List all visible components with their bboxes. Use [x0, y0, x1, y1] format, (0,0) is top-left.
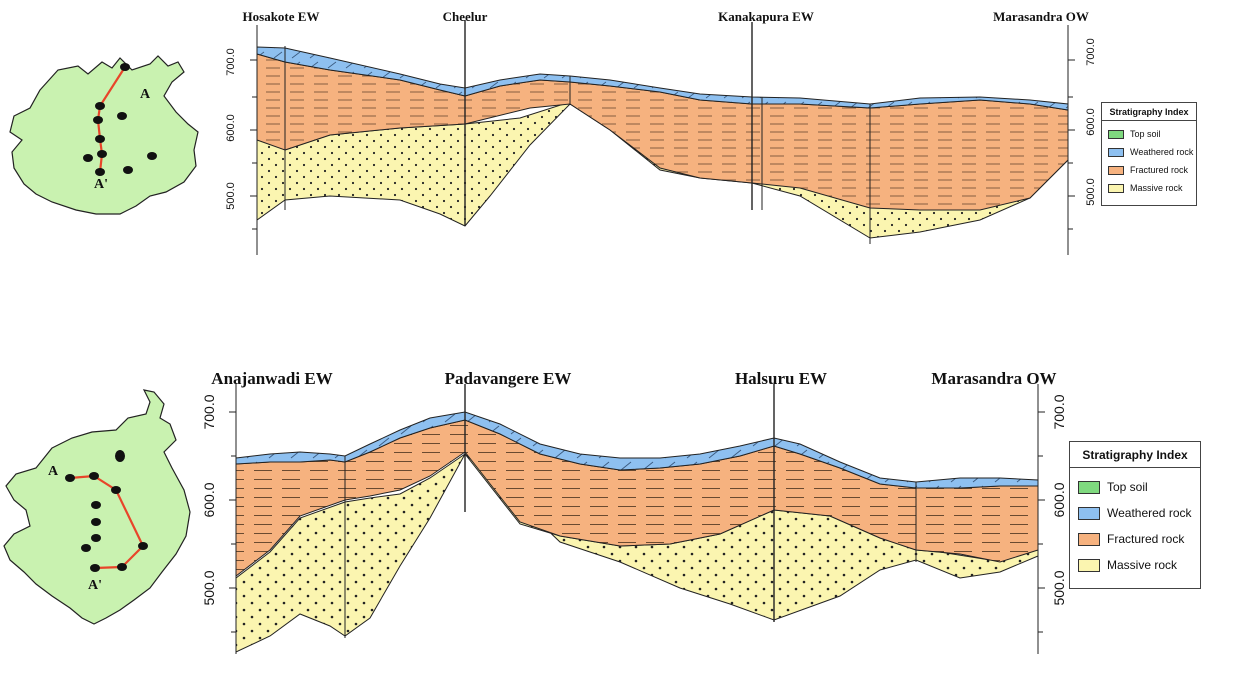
left-tick-700: 700.0	[201, 394, 217, 429]
stratigraphy-legend-bottom: Stratigraphy Index Top soil Weathered ro…	[1069, 441, 1201, 589]
legend-label: Top soil	[1107, 480, 1148, 494]
massive-rock-swatch	[1078, 558, 1100, 572]
legend-item-weathered-rock: Weathered rock	[1078, 500, 1200, 526]
map-label-start: A	[48, 464, 59, 479]
weathered-rock-swatch	[1078, 506, 1100, 520]
well-label-2: Cheelur	[443, 9, 488, 24]
legend-item-top-soil: Top soil	[1108, 125, 1196, 143]
legend-label: Fractured rock	[1130, 165, 1189, 175]
left-tick-700: 700.0	[225, 48, 237, 76]
legend-label: Weathered rock	[1130, 147, 1194, 157]
location-map-bottom: A A'	[3, 389, 191, 625]
cross-section-diagram-top: A A' 700.0 600.0	[9, 9, 1097, 255]
legend-label: Weathered rock	[1107, 506, 1192, 520]
map-label-start: A	[140, 87, 151, 102]
location-map-top: A A'	[9, 55, 199, 215]
section-layers-top	[256, 46, 1069, 239]
left-tick-500: 500.0	[225, 182, 237, 210]
fractured-rock-swatch	[1078, 532, 1100, 546]
legend-items: Top soil Weathered rock Fractured rock M…	[1102, 121, 1196, 197]
legend-item-massive-rock: Massive rock	[1078, 552, 1200, 578]
well-markers	[83, 63, 157, 176]
well-label-1: Hosakote EW	[243, 9, 320, 24]
section-layers-bottom	[235, 411, 1039, 653]
legend-item-weathered-rock: Weathered rock	[1108, 143, 1196, 161]
right-tick-500: 500.0	[1085, 178, 1097, 206]
well-label-3: Kanakapura EW	[718, 9, 814, 24]
cross-section-panel-top: A A' 700.0 600.0	[0, 0, 1247, 300]
legend-item-top-soil: Top soil	[1078, 474, 1200, 500]
well-label-1: Anajanwadi EW	[211, 369, 332, 388]
well-lines-bottom	[344, 384, 917, 638]
cross-section-panel-bottom: A A' 700.0 600.0 500.0	[0, 340, 1247, 675]
right-tick-600: 600.0	[1085, 108, 1097, 136]
left-tick-600: 600.0	[201, 482, 217, 517]
legend-item-fractured-rock: Fractured rock	[1108, 161, 1196, 179]
left-elevation-axis-top: 700.0 600.0 500.0	[225, 25, 258, 255]
well-label-2: Padavangere EW	[445, 369, 572, 388]
stratigraphy-legend-top: Stratigraphy Index Top soil Weathered ro…	[1101, 102, 1197, 206]
legend-item-fractured-rock: Fractured rock	[1078, 526, 1200, 552]
legend-item-massive-rock: Massive rock	[1108, 179, 1196, 197]
well-markers	[65, 450, 148, 572]
cross-section-diagram-bottom: A A' 700.0 600.0 500.0	[3, 369, 1067, 654]
top-soil-swatch	[1078, 480, 1100, 494]
right-elevation-axis-top: 700.0 600.0 500.0	[1067, 25, 1097, 255]
legend-items: Top soil Weathered rock Fractured rock M…	[1070, 468, 1200, 578]
left-elevation-axis-bottom: 700.0 600.0 500.0	[201, 384, 237, 654]
map-label-end: A'	[94, 177, 108, 192]
well-lines-top	[284, 20, 871, 244]
well-label-4: Marasandra OW	[993, 9, 1089, 24]
weathered-rock-swatch	[1108, 147, 1124, 157]
well-label-4: Marasandra OW	[931, 369, 1056, 388]
legend-label: Massive rock	[1107, 558, 1178, 572]
legend-label: Fractured rock	[1107, 532, 1185, 546]
left-tick-500: 500.0	[201, 570, 217, 605]
right-tick-700: 700.0	[1051, 394, 1067, 429]
legend-title: Stratigraphy Index	[1070, 442, 1200, 468]
legend-title: Stratigraphy Index	[1102, 103, 1196, 121]
legend-label: Top soil	[1130, 129, 1161, 139]
fractured-rock-swatch	[1108, 165, 1124, 175]
massive-rock-swatch	[1108, 183, 1124, 193]
map-label-end: A'	[88, 578, 102, 593]
right-elevation-axis-bottom: 700.0 600.0 500.0	[1037, 384, 1067, 654]
right-tick-500: 500.0	[1051, 570, 1067, 605]
left-tick-600: 600.0	[225, 114, 237, 142]
legend-label: Massive rock	[1130, 183, 1183, 193]
top-soil-swatch	[1108, 129, 1124, 139]
well-label-3: Halsuru EW	[735, 369, 827, 388]
map-outline	[9, 55, 199, 215]
right-tick-600: 600.0	[1051, 482, 1067, 517]
right-tick-700: 700.0	[1085, 38, 1097, 66]
